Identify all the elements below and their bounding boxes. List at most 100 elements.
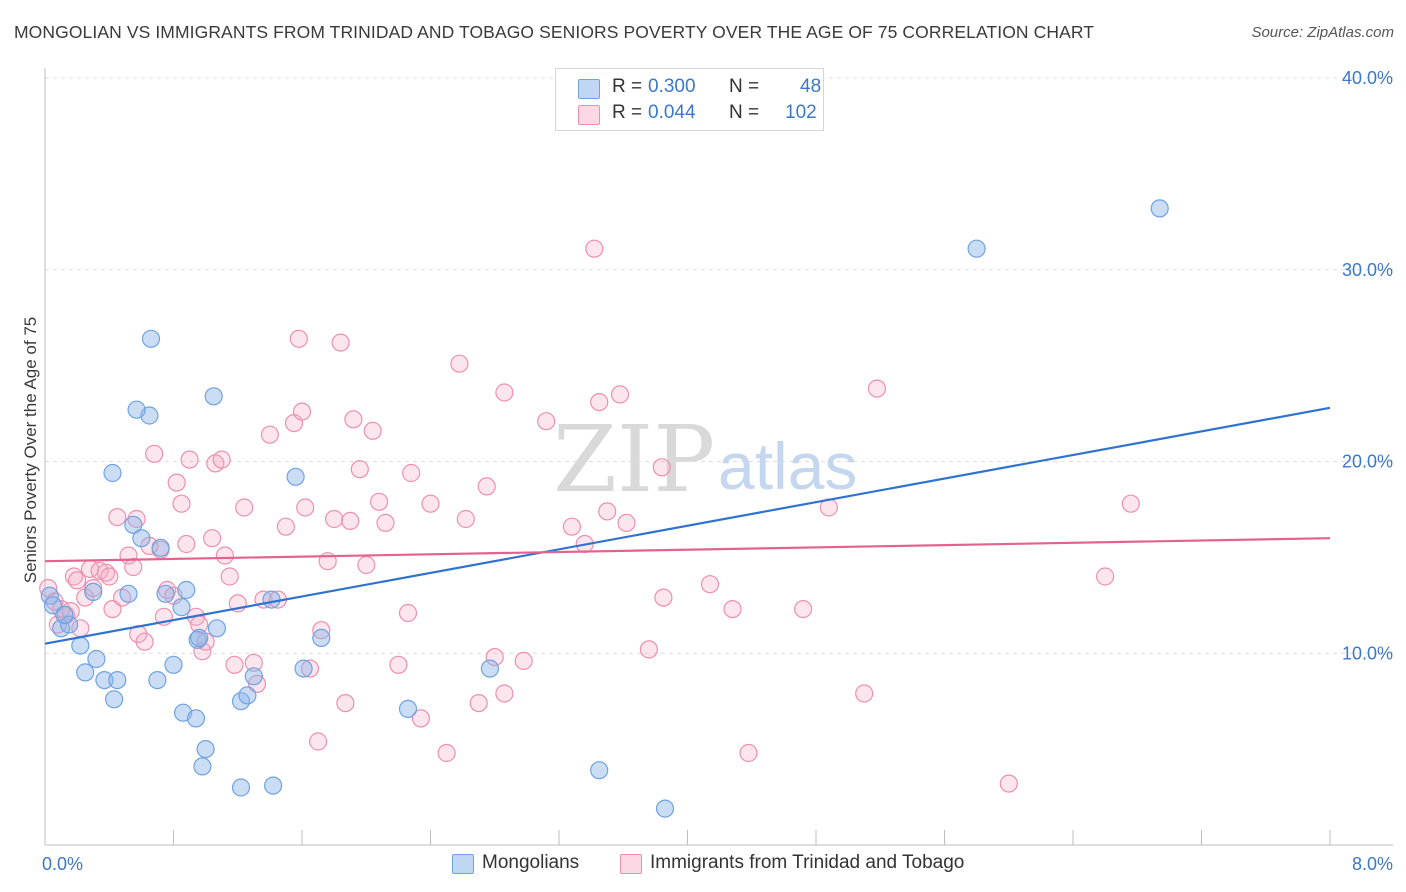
mongolians-point xyxy=(207,619,226,638)
mongolians-point xyxy=(244,667,263,686)
immigrants-point xyxy=(350,460,369,479)
mongolians-point xyxy=(76,663,95,682)
mongolians-point xyxy=(231,778,251,797)
immigrants-point xyxy=(437,743,456,763)
immigrants-point xyxy=(590,393,609,412)
immigrants-point xyxy=(456,509,475,529)
y-tick-label: 20.0% xyxy=(1342,452,1393,472)
legend-r-label: R = xyxy=(612,102,643,123)
axes xyxy=(44,68,1393,846)
immigrants-point xyxy=(411,709,430,728)
mongolians-point xyxy=(190,628,209,648)
bottom-legend-label: Immigrants from Trinidad and Tobago xyxy=(650,852,965,873)
mongolians-point xyxy=(59,615,79,634)
immigrants-point xyxy=(67,571,87,590)
immigrants-point xyxy=(292,402,312,421)
immigrants-point xyxy=(485,647,504,667)
immigrants-point xyxy=(1121,494,1140,513)
mongolians-point xyxy=(71,636,90,655)
y-tick-label: 30.0% xyxy=(1342,260,1393,280)
immigrants-point xyxy=(469,693,488,713)
mongolians-point xyxy=(655,799,675,818)
immigrants-point xyxy=(325,509,344,529)
legend-r-label: R = xyxy=(612,76,643,97)
immigrants-point xyxy=(700,575,720,594)
immigrants-point xyxy=(357,555,376,575)
legend-n-value: 48 xyxy=(800,76,822,97)
mongolians-point xyxy=(95,670,114,690)
legend-n-label: N = xyxy=(729,102,760,123)
mongolians-point xyxy=(148,670,167,690)
immigrants-point xyxy=(331,333,350,352)
immigrants-point xyxy=(793,599,813,619)
immigrants-point xyxy=(867,379,887,398)
tick-labels: 10.0% 20.0% 30.0% 40.0% 0.0% 8.0% xyxy=(42,68,1393,874)
legend-n-value: 102 xyxy=(785,102,817,123)
mongolians-point xyxy=(286,467,305,486)
immigrants-point xyxy=(172,494,191,513)
legend-swatch-pink xyxy=(578,105,600,125)
immigrants-point xyxy=(477,477,496,496)
trend-lines xyxy=(44,406,1331,645)
mongolians-point xyxy=(172,598,191,617)
mongolians-point xyxy=(156,584,175,603)
immigrants-point xyxy=(212,450,231,469)
x-tick-label: 8.0% xyxy=(1352,854,1393,874)
immigrants-point xyxy=(398,603,418,623)
watermark-atlas: atlas xyxy=(718,429,857,503)
immigrants-point xyxy=(145,444,164,463)
mongolians-point xyxy=(132,529,151,548)
immigrants-point xyxy=(203,529,222,548)
immigrants-point xyxy=(562,517,582,536)
immigrants-point xyxy=(289,329,308,348)
mongolians-point xyxy=(398,699,418,719)
immigrants-point xyxy=(276,517,295,536)
bottom-legend-swatch-pink xyxy=(620,854,642,874)
mongolians-point xyxy=(186,709,206,728)
source-note: Source: ZipAtlas.com xyxy=(1251,24,1394,41)
immigrants-point xyxy=(312,621,331,640)
immigrants-point xyxy=(514,651,533,671)
immigrants-point xyxy=(1095,567,1115,586)
mongolians-point xyxy=(1150,199,1169,218)
immigrants-point xyxy=(585,239,604,258)
immigrants-point xyxy=(177,534,196,554)
immigrants-point xyxy=(341,511,360,531)
mongolians-point xyxy=(119,584,138,603)
mongolians-point xyxy=(262,590,281,609)
immigrants-point xyxy=(108,507,127,527)
immigrants-point xyxy=(389,655,408,674)
watermark: ZIP atlas xyxy=(553,406,857,513)
immigrants-point xyxy=(344,410,363,429)
mongolians-point xyxy=(124,515,143,534)
legend-r-value: 0.044 xyxy=(648,102,696,123)
immigrants-point xyxy=(100,567,119,586)
immigrants-point xyxy=(167,473,186,492)
mongolians-point xyxy=(84,582,103,602)
mongolians-point xyxy=(204,387,223,406)
watermark-zip: ZIP xyxy=(553,406,715,513)
gridlines xyxy=(45,77,1393,654)
y-axis-label: Seniors Poverty Over the Age of 75 xyxy=(21,317,40,583)
immigrants-trend-line xyxy=(44,537,1331,563)
chart-title: MONGOLIAN VS IMMIGRANTS FROM TRINIDAD AN… xyxy=(14,22,1095,42)
immigrants-point xyxy=(90,561,109,580)
immigrants-point xyxy=(127,509,146,529)
mongolians-point xyxy=(55,605,74,625)
bottom-legend-label: Mongolians xyxy=(482,852,580,873)
immigrants-point xyxy=(260,425,279,444)
mongolians-point xyxy=(196,739,215,759)
mongolians-point xyxy=(967,239,986,258)
bottom-legend-swatch-blue xyxy=(452,854,474,874)
immigrants-point xyxy=(421,494,440,513)
immigrants-point xyxy=(855,684,874,703)
immigrants-point xyxy=(235,498,254,517)
mongolians-point xyxy=(164,655,183,674)
mongolians-point xyxy=(104,690,124,709)
series-mongolians-points xyxy=(40,199,1169,818)
mongolians-point xyxy=(141,329,161,348)
immigrants-point xyxy=(309,732,328,751)
mongolians-trend-line xyxy=(44,406,1331,645)
immigrants-point xyxy=(495,383,514,402)
